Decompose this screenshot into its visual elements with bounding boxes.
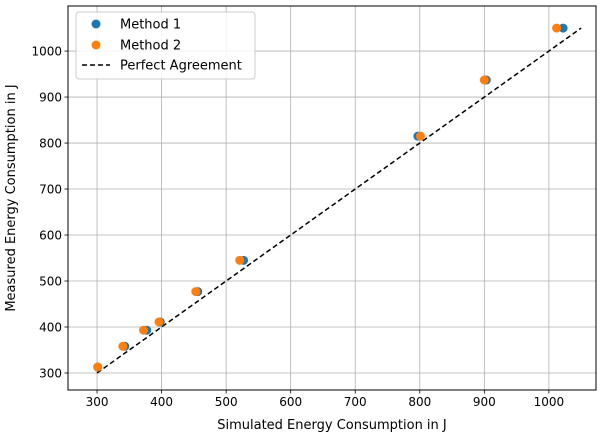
x-tick-label: 700 bbox=[344, 395, 367, 409]
plot-frame bbox=[67, 5, 597, 391]
x-tick-label: 1000 bbox=[534, 395, 565, 409]
data-points bbox=[93, 23, 568, 372]
data-point-series-2 bbox=[235, 255, 245, 265]
legend: Method 1 Method 2 Perfect Agreement bbox=[75, 11, 256, 80]
legend-marker-method-2 bbox=[91, 40, 101, 50]
x-tick-label: 300 bbox=[86, 395, 109, 409]
data-point-series-2 bbox=[93, 362, 103, 372]
legend-box bbox=[75, 11, 256, 80]
x-tick-label: 400 bbox=[150, 395, 173, 409]
y-tick-label: 700 bbox=[39, 182, 62, 196]
y-axis-label: Measured Energy Consumption in J bbox=[4, 84, 19, 311]
y-tick-label: 900 bbox=[39, 90, 62, 104]
data-point-series-2 bbox=[154, 317, 164, 327]
data-point-series-2 bbox=[118, 341, 128, 351]
x-axis-ticks: 300 400 500 600 700 800 900 1000 bbox=[86, 390, 565, 409]
legend-label-perfect-agreement: Perfect Agreement bbox=[120, 59, 242, 74]
legend-label-method-1: Method 1 bbox=[120, 18, 181, 33]
data-point-series-2 bbox=[191, 287, 201, 297]
y-tick-label: 300 bbox=[39, 366, 62, 380]
y-tick-label: 500 bbox=[39, 274, 62, 288]
y-tick-label: 1000 bbox=[31, 44, 62, 58]
data-point-series-2 bbox=[139, 325, 149, 335]
y-axis-ticks: 300 400 500 600 700 800 900 1000 bbox=[31, 44, 68, 380]
y-tick-label: 600 bbox=[39, 228, 62, 242]
data-point-series-1 bbox=[558, 23, 568, 33]
data-point-series-2 bbox=[415, 131, 425, 141]
legend-marker-method-1 bbox=[91, 19, 101, 29]
y-tick-label: 800 bbox=[39, 136, 62, 150]
x-tick-label: 500 bbox=[215, 395, 238, 409]
x-tick-label: 900 bbox=[473, 395, 496, 409]
legend-label-method-2: Method 2 bbox=[120, 39, 181, 54]
reference-line-layer bbox=[96, 27, 582, 374]
x-axis-label: Simulated Energy Consumption in J bbox=[217, 418, 447, 432]
y-tick-label: 400 bbox=[39, 320, 62, 334]
x-tick-label: 600 bbox=[279, 395, 302, 409]
perfect-agreement-line bbox=[96, 27, 582, 374]
data-point-series-2 bbox=[552, 23, 562, 33]
data-point-series-2 bbox=[479, 75, 489, 85]
grid bbox=[68, 6, 596, 390]
x-tick-label: 800 bbox=[408, 395, 431, 409]
